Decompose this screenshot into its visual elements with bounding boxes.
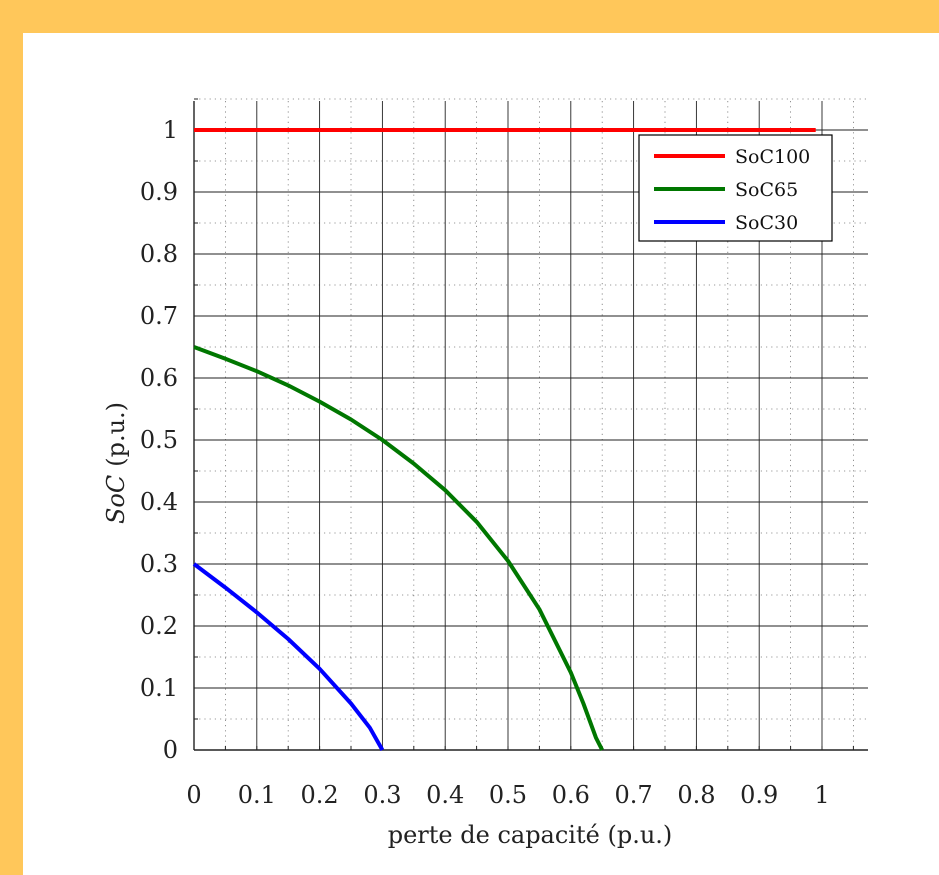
x-tick-label: 0.3 <box>363 781 401 809</box>
y-tick-labels: 0 0.1 0.2 0.3 0.4 0.5 0.6 0.7 0.8 0.9 1 <box>140 116 178 764</box>
legend: SoC100 SoC65 SoC30 <box>638 134 833 242</box>
x-tick-label: 0.6 <box>552 781 590 809</box>
legend-label-soc65: SoC65 <box>735 179 798 201</box>
x-axis-label: perte de capacité (p.u.) <box>388 821 673 849</box>
series-line-soc65 <box>193 345 604 751</box>
x-tick-label: 0.5 <box>489 781 527 809</box>
plot-frame: 0 0.1 0.2 0.3 0.4 0.5 0.6 0.7 0.8 0.9 1 0 0.1 0.2 0.3… <box>23 33 939 875</box>
y-tick-label: 1 <box>163 116 178 144</box>
legend-label-soc30: SoC30 <box>735 212 798 234</box>
x-tick-labels: 0 0.1 0.2 0.3 0.4 0.5 0.6 0.7 0.8 0.9 1 <box>186 781 829 809</box>
x-tick-label: 0.9 <box>740 781 778 809</box>
minor-grid <box>194 98 868 750</box>
x-tick-label: 0.7 <box>615 781 653 809</box>
series-lines <box>192 128 816 751</box>
y-tick-label: 0.8 <box>140 240 178 268</box>
y-axis-label-symbol: SoC <box>102 475 130 524</box>
y-tick-label: 0.7 <box>140 302 178 330</box>
y-tick-label: 0 <box>163 736 178 764</box>
y-tick-label: 0.9 <box>140 178 178 206</box>
y-tick-label: 0.5 <box>140 426 178 454</box>
line-chart: 0 0.1 0.2 0.3 0.4 0.5 0.6 0.7 0.8 0.9 1 0 0.1 0.2 0.3… <box>102 98 868 849</box>
x-tick-label: 0.8 <box>677 781 715 809</box>
y-axis-label-unit: (p.u.) <box>102 402 130 467</box>
y-tick-label: 0.1 <box>140 674 178 702</box>
x-tick-label: 0.1 <box>238 781 276 809</box>
x-tick-label: 0.4 <box>426 781 464 809</box>
y-tick-label: 0.3 <box>140 550 178 578</box>
x-tick-label: 0.2 <box>301 781 339 809</box>
y-tick-label: 0.4 <box>140 488 178 516</box>
y-axis-label: SoC (p.u.) <box>102 402 130 524</box>
x-tick-label: 1 <box>814 781 829 809</box>
axes <box>193 98 868 751</box>
series-line-soc30 <box>192 562 385 751</box>
y-tick-label: 0.2 <box>140 612 178 640</box>
x-tick-label: 0 <box>186 781 201 809</box>
legend-label-soc100: SoC100 <box>735 146 810 168</box>
y-tick-label: 0.6 <box>140 364 178 392</box>
